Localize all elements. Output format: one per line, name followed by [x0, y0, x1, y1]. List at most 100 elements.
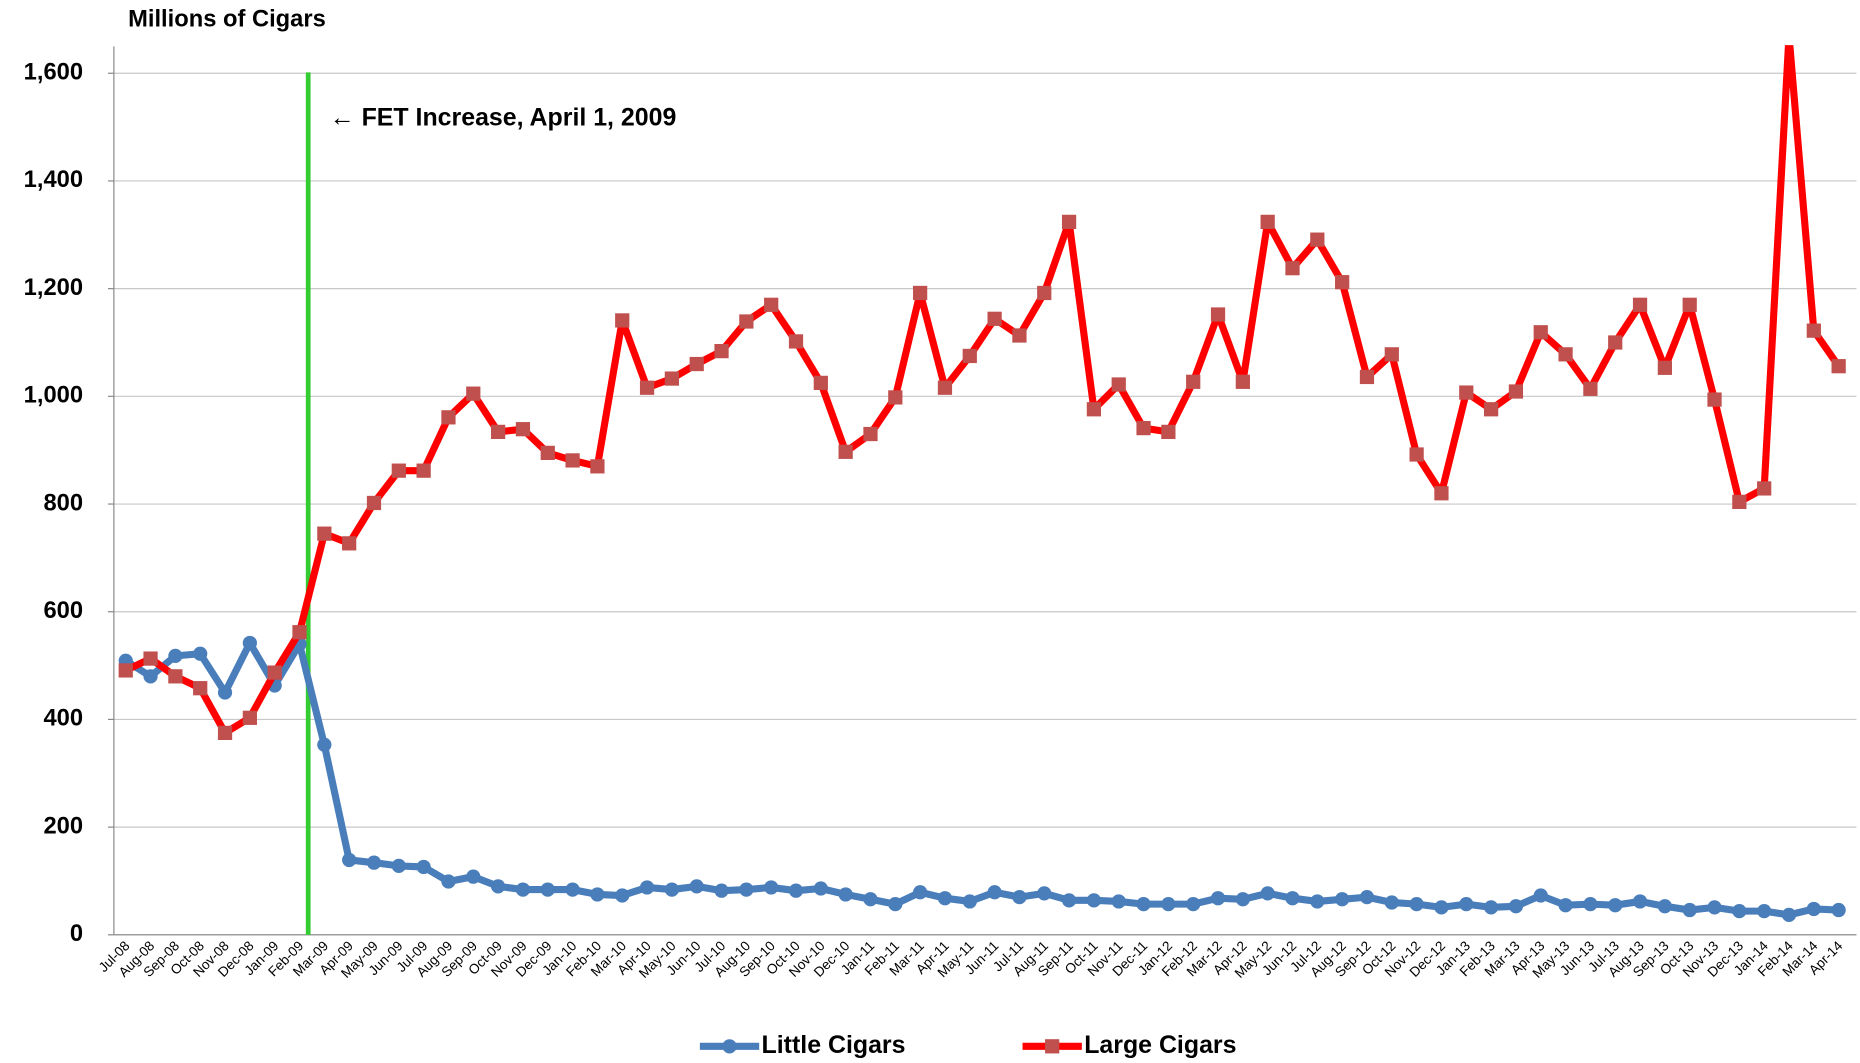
- marker: [1210, 891, 1226, 906]
- marker: [1310, 232, 1325, 247]
- marker: [937, 380, 953, 395]
- marker: [342, 852, 357, 868]
- marker: [143, 651, 158, 666]
- marker: [1632, 297, 1648, 312]
- marker: [913, 885, 928, 900]
- marker: [1707, 900, 1722, 915]
- marker: [739, 882, 754, 897]
- marker: [838, 444, 853, 459]
- marker: [813, 375, 828, 390]
- marker: [639, 880, 655, 895]
- marker: [565, 453, 580, 468]
- marker: [1012, 328, 1027, 343]
- marker: [565, 882, 580, 897]
- marker: [664, 882, 680, 897]
- marker: [416, 859, 431, 875]
- marker: [1483, 402, 1499, 417]
- marker: [1061, 214, 1077, 229]
- marker: [714, 343, 729, 359]
- legend-marker: [722, 1039, 737, 1054]
- marker: [1732, 904, 1747, 919]
- legend-label: Large Cigars: [1084, 1031, 1236, 1059]
- marker: [1359, 890, 1375, 905]
- marker: [1260, 214, 1275, 229]
- y-tick-label: 1,200: [24, 275, 83, 301]
- marker: [193, 646, 208, 661]
- marker: [217, 685, 233, 700]
- legend-marker: [1045, 1039, 1060, 1054]
- marker: [1285, 261, 1300, 276]
- y-tick-label: 1,600: [24, 60, 83, 86]
- marker: [764, 297, 779, 312]
- marker: [1359, 369, 1375, 385]
- marker: [515, 882, 531, 897]
- marker: [1037, 285, 1052, 301]
- marker: [813, 881, 828, 896]
- marker: [1086, 893, 1102, 908]
- marker: [888, 897, 903, 912]
- marker: [1384, 347, 1399, 362]
- marker: [1384, 895, 1399, 910]
- marker: [1459, 897, 1474, 912]
- marker: [1235, 374, 1250, 389]
- marker: [1632, 894, 1648, 909]
- marker: [1086, 402, 1102, 417]
- marker: [888, 390, 903, 405]
- marker: [1111, 377, 1126, 392]
- marker: [1061, 893, 1077, 908]
- y-tick-label: 800: [43, 490, 83, 516]
- series-line: [123, 639, 1839, 919]
- marker: [391, 858, 406, 874]
- y-tick-label: 1,400: [24, 167, 83, 193]
- marker: [1037, 886, 1052, 901]
- axis-title: Millions of Cigars: [128, 7, 326, 33]
- marker: [1682, 297, 1697, 312]
- marker: [764, 880, 779, 895]
- marker: [1781, 907, 1797, 923]
- marker: [1508, 899, 1524, 914]
- marker: [1409, 897, 1424, 912]
- marker: [987, 311, 1002, 326]
- marker: [1210, 307, 1226, 322]
- marker: [1757, 481, 1772, 496]
- marker: [639, 380, 655, 395]
- y-tick-label: 400: [43, 706, 83, 732]
- marker: [1583, 897, 1598, 912]
- marker: [1608, 898, 1623, 913]
- marker: [490, 879, 506, 894]
- marker: [1335, 892, 1350, 907]
- marker: [1434, 900, 1449, 915]
- marker: [962, 894, 977, 909]
- y-tick-label: 1,000: [24, 383, 83, 409]
- marker: [1806, 901, 1821, 917]
- marker: [490, 424, 506, 439]
- marker: [391, 463, 406, 478]
- marker: [1757, 904, 1772, 919]
- marker: [714, 883, 729, 898]
- marker: [1310, 894, 1325, 909]
- marker: [913, 285, 928, 301]
- marker: [1335, 275, 1350, 290]
- marker: [1831, 359, 1846, 374]
- marker: [788, 334, 804, 349]
- marker: [540, 882, 555, 897]
- marker: [1434, 486, 1449, 501]
- marker: [242, 710, 257, 725]
- marker: [1682, 902, 1697, 918]
- marker: [1136, 897, 1151, 912]
- marker: [1285, 891, 1300, 906]
- y-tick-label: 600: [43, 598, 83, 624]
- marker: [1186, 897, 1201, 912]
- marker: [1136, 420, 1151, 436]
- marker: [1186, 374, 1201, 389]
- marker: [317, 737, 332, 752]
- marker: [342, 536, 357, 551]
- marker: [1459, 385, 1474, 400]
- marker: [1608, 335, 1623, 350]
- marker: [168, 669, 183, 684]
- marker: [1483, 900, 1499, 915]
- marker: [863, 426, 878, 442]
- marker: [615, 888, 630, 903]
- marker: [1806, 323, 1821, 338]
- marker: [242, 635, 257, 651]
